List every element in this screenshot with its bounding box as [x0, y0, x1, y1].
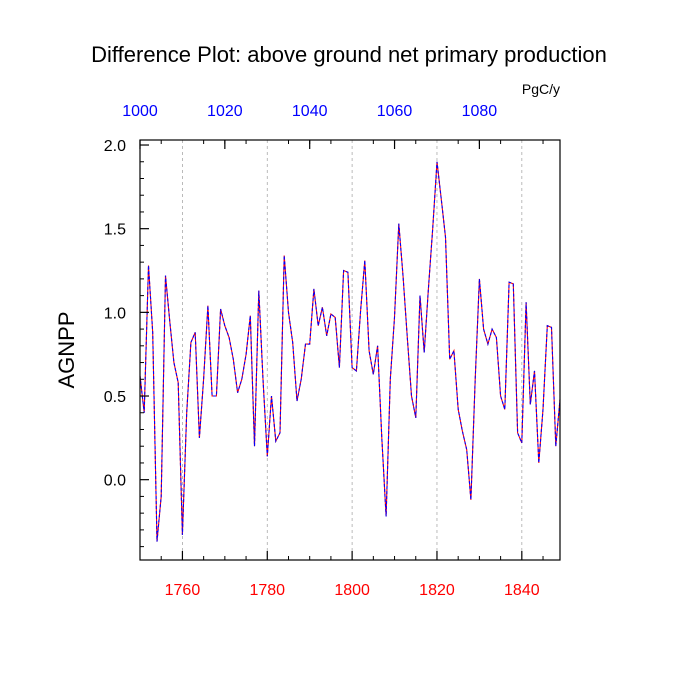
x-tick-label-bottom: 1820	[419, 582, 455, 599]
tick-labels: 1760 1780 1800 1820 1840 1000 1020 1040 1060 1080…	[104, 103, 540, 599]
units-label: PgC/y	[522, 81, 560, 97]
x-tick-label-bottom: 1760	[165, 582, 201, 599]
series-layer	[139, 161, 561, 542]
y-tick-label: 2.0	[104, 138, 126, 155]
grid-lines	[182, 140, 523, 560]
y-tick-label: 0.0	[104, 473, 126, 490]
x-tick-label-bottom: 1800	[334, 582, 370, 599]
y-tick-label: 1.5	[104, 222, 126, 239]
x-tick-label-bottom: 1780	[249, 582, 285, 599]
chart-title: Difference Plot: above ground net primar…	[91, 42, 607, 67]
series-line-red	[139, 161, 561, 542]
x-tick-label-top: 1020	[207, 103, 243, 120]
tick-marks	[139, 140, 544, 560]
x-tick-label-bottom: 1840	[504, 582, 540, 599]
y-axis-label: AGNPP	[54, 311, 79, 388]
x-tick-label-top: 1040	[292, 103, 328, 120]
y-tick-label: 1.0	[104, 305, 126, 322]
plot-frame	[139, 139, 561, 561]
y-tick-label: 0.5	[104, 389, 126, 406]
x-tick-label-top: 1000	[122, 103, 158, 120]
x-tick-label-top: 1080	[462, 103, 498, 120]
x-tick-label-top: 1060	[377, 103, 413, 120]
